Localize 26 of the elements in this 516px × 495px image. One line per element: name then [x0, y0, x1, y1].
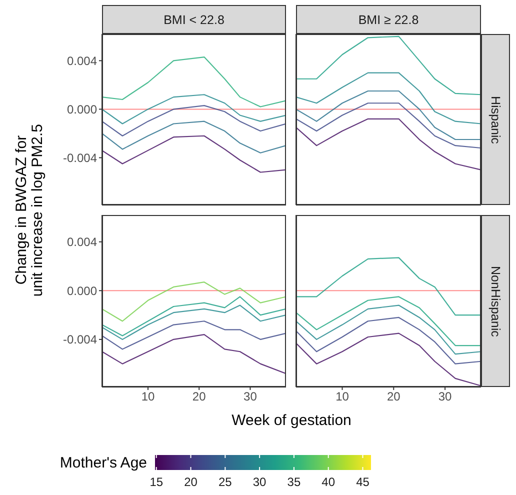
y-tick-label: 0.000: [66, 284, 98, 298]
x-tick-label: 20: [386, 390, 401, 404]
color-bar-title: Mother's Age: [60, 454, 147, 472]
text: Hispanic: [488, 96, 502, 144]
color-bar-label: 45: [356, 475, 370, 489]
x-tick-label: 20: [192, 390, 206, 404]
chart-title: BMI ≥ 22.8: [358, 12, 419, 26]
y-tick-label: -0.004: [62, 332, 98, 347]
color-bar-label: 20: [184, 475, 198, 489]
x-tick-label: 30: [244, 390, 258, 404]
y-tick-label: -0.004: [62, 150, 98, 165]
color-bar-label: 40: [322, 475, 336, 489]
color-bar-label: 25: [218, 475, 232, 489]
color-bar-label: 35: [287, 475, 301, 489]
y-tick-label: 0.004: [66, 54, 98, 68]
x-tick-label: 30: [438, 390, 452, 404]
y-axis-title: Change in BWGAZ for unit increase in log PM2.5: [13, 124, 46, 297]
color-bar-label: 15: [150, 475, 164, 489]
x-axis-title: Week of gestation: [230, 412, 352, 429]
chart-title: BMI < 22.8: [164, 12, 224, 26]
y-tick-label: 0.000: [66, 102, 98, 116]
y-tick-label: 0.004: [66, 235, 98, 250]
x-tick-label: 10: [336, 390, 350, 404]
color-bar-label: 30: [252, 475, 267, 489]
x-tick-label: 10: [141, 390, 155, 404]
text: NonHispanic: [488, 266, 502, 336]
